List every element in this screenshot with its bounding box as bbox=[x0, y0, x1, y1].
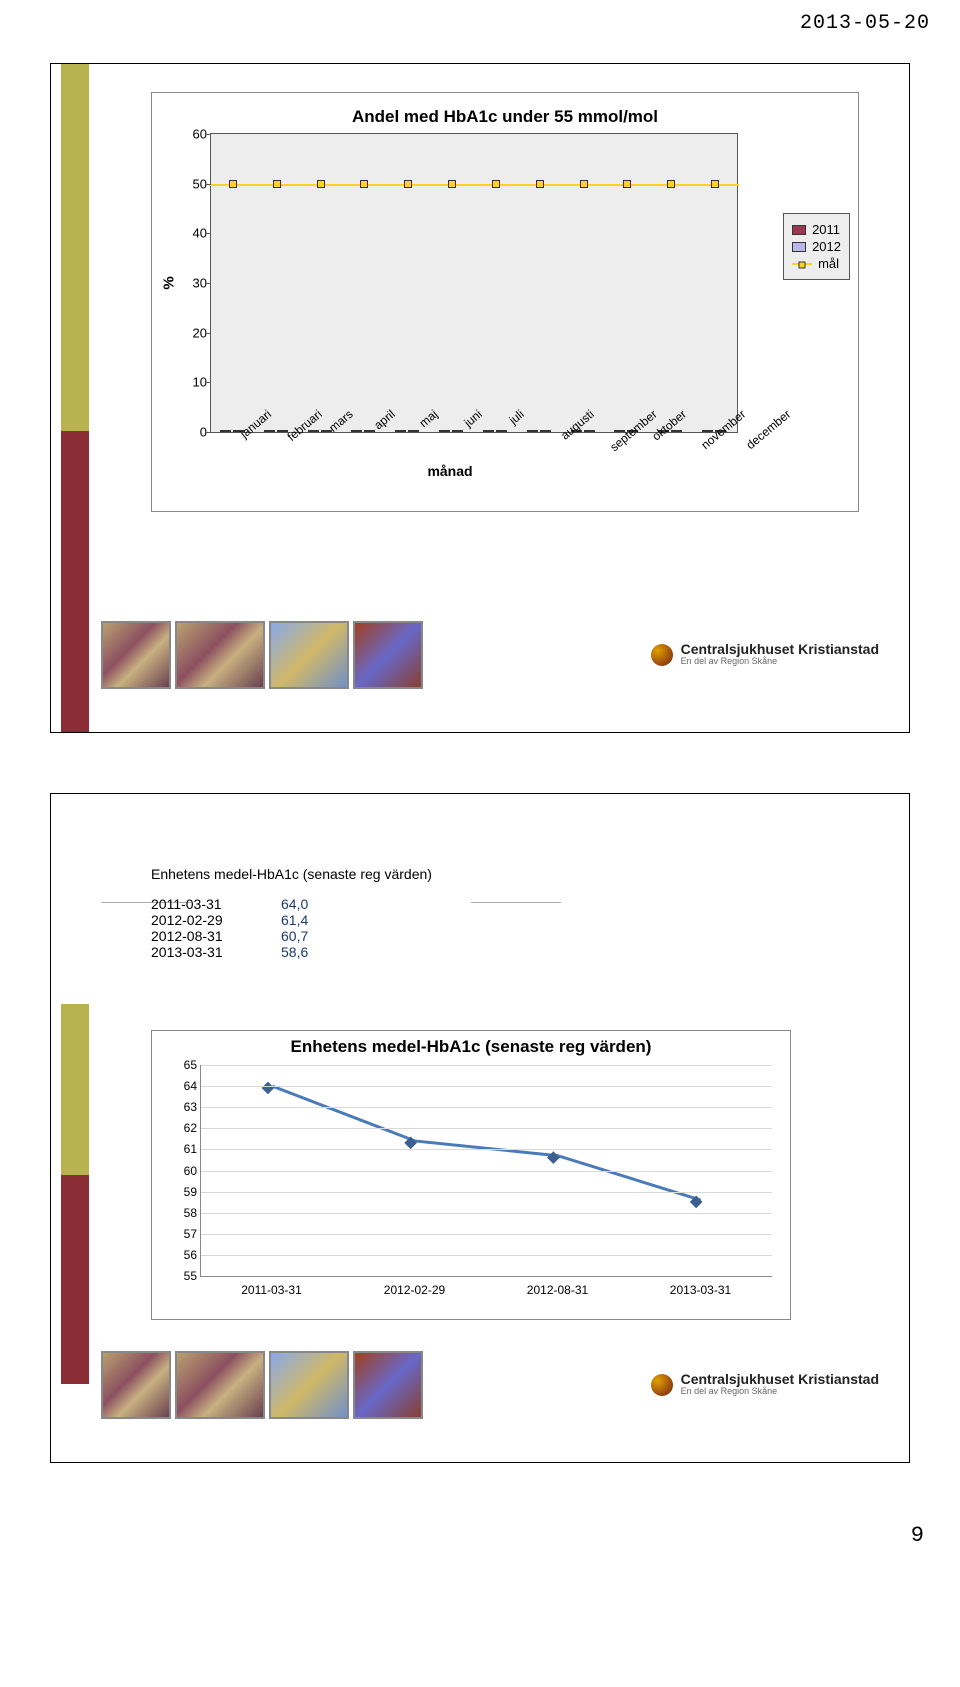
line-chart-container: Enhetens medel-HbA1c (senaste reg värden… bbox=[151, 1030, 791, 1320]
x-tick-label: augusti bbox=[558, 407, 597, 443]
x-axis-title: månad bbox=[152, 463, 748, 479]
footer-photo bbox=[101, 1351, 171, 1419]
goal-marker bbox=[667, 180, 675, 188]
legend-item: mål bbox=[792, 256, 841, 271]
table-row: 2011-03-3164,0 bbox=[151, 896, 432, 912]
footer-logo: Centralsjukhuset Kristianstad En del av … bbox=[651, 642, 879, 667]
y-tick-label: 56 bbox=[171, 1248, 197, 1262]
legend-item: 2012 bbox=[792, 239, 841, 254]
logo-subtitle: En del av Region Skåne bbox=[681, 1387, 879, 1397]
x-tick-label: januari bbox=[237, 407, 274, 441]
x-tick-label: april bbox=[371, 407, 397, 432]
goal-marker bbox=[448, 180, 456, 188]
y-tick-label: 50 bbox=[173, 176, 207, 191]
logo-subtitle: En del av Region Skåne bbox=[681, 657, 879, 667]
line-chart-title: Enhetens medel-HbA1c (senaste reg värden… bbox=[152, 1037, 790, 1057]
bar-chart-container: Andel med HbA1c under 55 mmol/mol % 0102… bbox=[151, 92, 859, 512]
goal-marker bbox=[711, 180, 719, 188]
line-chart-plot: 5556575859606162636465 bbox=[200, 1065, 772, 1277]
footer-photo bbox=[101, 621, 171, 689]
slide-footer: Centralsjukhuset Kristianstad En del av … bbox=[101, 1347, 879, 1422]
goal-marker bbox=[404, 180, 412, 188]
footer-photo bbox=[353, 1351, 423, 1419]
x-tick-label: 2011-03-31 bbox=[241, 1283, 302, 1297]
table-row: 2012-08-3160,7 bbox=[151, 928, 432, 944]
y-tick-label: 60 bbox=[173, 127, 207, 142]
bar-chart-title: Andel med HbA1c under 55 mmol/mol bbox=[162, 107, 848, 127]
x-tick-label: maj bbox=[416, 407, 440, 430]
bar-chart-plot: % 0102030405060 bbox=[210, 133, 738, 433]
x-tick-label: juni bbox=[462, 407, 485, 430]
y-tick-label: 64 bbox=[171, 1079, 197, 1093]
y-tick-label: 65 bbox=[171, 1058, 197, 1072]
goal-marker bbox=[623, 180, 631, 188]
x-tick-label: februari bbox=[284, 407, 324, 444]
slide-2: Enhetens medel-HbA1c (senaste reg värden… bbox=[50, 793, 910, 1463]
footer-photo bbox=[269, 621, 349, 689]
x-tick-label: 2012-02-29 bbox=[384, 1283, 445, 1297]
y-tick-label: 59 bbox=[171, 1185, 197, 1199]
goal-marker bbox=[229, 180, 237, 188]
y-tick-label: 58 bbox=[171, 1206, 197, 1220]
y-tick-label: 40 bbox=[173, 226, 207, 241]
y-tick-label: 60 bbox=[171, 1164, 197, 1178]
footer-logo: Centralsjukhuset Kristianstad En del av … bbox=[651, 1372, 879, 1397]
y-tick-label: 57 bbox=[171, 1227, 197, 1241]
footer-photo bbox=[175, 621, 265, 689]
y-tick-label: 61 bbox=[171, 1142, 197, 1156]
x-tick-label: juli bbox=[506, 407, 526, 427]
slide-1: Andel med HbA1c under 55 mmol/mol % 0102… bbox=[50, 63, 910, 733]
logo-icon bbox=[651, 644, 673, 666]
logo-title: Centralsjukhuset Kristianstad bbox=[681, 1372, 879, 1387]
x-tick-label: december bbox=[744, 407, 794, 452]
page-date: 2013-05-20 bbox=[0, 0, 960, 35]
goal-marker bbox=[317, 180, 325, 188]
goal-marker bbox=[360, 180, 368, 188]
goal-marker bbox=[580, 180, 588, 188]
table-row: 2012-02-2961,4 bbox=[151, 912, 432, 928]
footer-photo bbox=[353, 621, 423, 689]
table-row: 2013-03-3158,6 bbox=[151, 944, 432, 960]
y-tick-label: 63 bbox=[171, 1100, 197, 1114]
y-tick-label: 10 bbox=[173, 375, 207, 390]
footer-photo bbox=[269, 1351, 349, 1419]
logo-icon bbox=[651, 1374, 673, 1396]
slide-accent bbox=[61, 1004, 89, 1384]
y-tick-label: 30 bbox=[173, 276, 207, 291]
logo-title: Centralsjukhuset Kristianstad bbox=[681, 642, 879, 657]
page-number: 9 bbox=[0, 1523, 960, 1568]
goal-marker bbox=[536, 180, 544, 188]
y-tick-label: 55 bbox=[171, 1269, 197, 1283]
x-axis-labels: januari februarimars april majjuni juli augus… bbox=[200, 405, 748, 460]
x-tick-label: november bbox=[698, 407, 748, 452]
goal-marker bbox=[273, 180, 281, 188]
slide-footer: Centralsjukhuset Kristianstad En del av … bbox=[101, 617, 879, 692]
horizontal-rule bbox=[471, 902, 561, 903]
y-tick-label: 62 bbox=[171, 1121, 197, 1135]
goal-marker bbox=[492, 180, 500, 188]
bar-chart-legend: 2011 2012 mål bbox=[783, 213, 850, 280]
line-chart-xlabels: 2011-03-31 2012-02-29 2012-08-31 2013-03-31 bbox=[200, 1283, 772, 1303]
data-table: Enhetens medel-HbA1c (senaste reg värden… bbox=[151, 866, 432, 960]
x-tick-label: 2012-08-31 bbox=[527, 1283, 588, 1297]
footer-photo bbox=[175, 1351, 265, 1419]
table-title: Enhetens medel-HbA1c (senaste reg värden… bbox=[151, 866, 432, 882]
x-tick-label: 2013-03-31 bbox=[670, 1283, 731, 1297]
y-tick-label: 20 bbox=[173, 325, 207, 340]
x-tick-label: mars bbox=[326, 407, 355, 435]
slide-accent bbox=[61, 64, 89, 732]
legend-item: 2011 bbox=[792, 222, 841, 237]
